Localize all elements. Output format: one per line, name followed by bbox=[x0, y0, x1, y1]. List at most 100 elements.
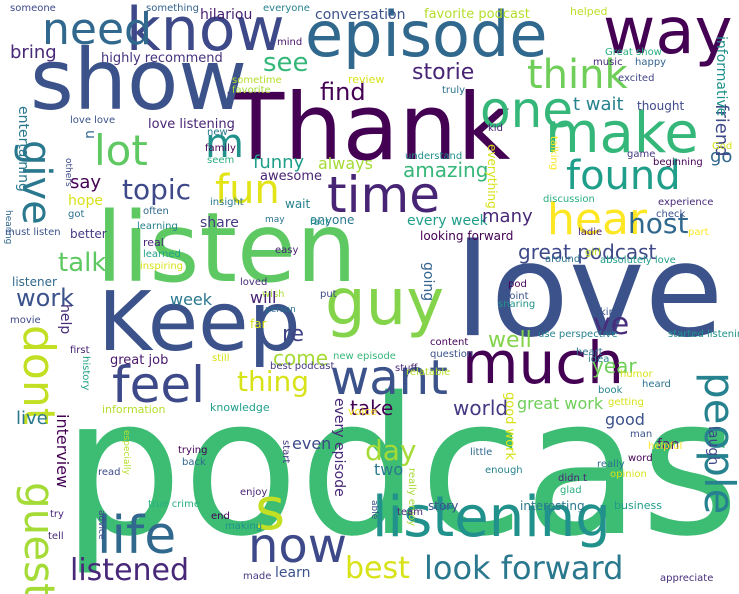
word: heard bbox=[642, 379, 671, 390]
word: beginning bbox=[653, 157, 703, 168]
word: listening bbox=[372, 485, 611, 550]
word: take bbox=[350, 396, 394, 420]
word: wait bbox=[285, 197, 311, 211]
word: funny bbox=[253, 152, 305, 173]
word: ladie bbox=[578, 227, 603, 238]
word: will bbox=[250, 288, 277, 307]
word: learning bbox=[137, 221, 178, 232]
word: share bbox=[200, 215, 239, 231]
word: humor bbox=[620, 369, 653, 380]
word: others bbox=[63, 158, 73, 187]
word: live bbox=[16, 408, 48, 429]
word: made bbox=[243, 571, 272, 582]
word: didn t bbox=[558, 473, 587, 484]
word: truly bbox=[442, 85, 466, 96]
word: day bbox=[365, 434, 417, 467]
word: laugh bbox=[705, 426, 721, 466]
word: week bbox=[170, 290, 213, 309]
word: absolutely love bbox=[600, 255, 676, 266]
word: girl bbox=[585, 247, 602, 258]
word: ve bbox=[593, 307, 630, 342]
word: great podcast bbox=[518, 240, 657, 264]
word: year bbox=[592, 354, 637, 378]
word: always bbox=[318, 154, 373, 173]
word: everything bbox=[485, 144, 499, 209]
word: listened bbox=[70, 553, 190, 588]
word: insight bbox=[210, 197, 244, 208]
word: really bbox=[597, 459, 625, 470]
word: mind bbox=[277, 37, 303, 48]
word: one bbox=[480, 81, 574, 139]
word: book bbox=[598, 385, 623, 396]
word: glad bbox=[560, 485, 582, 496]
word: informative bbox=[713, 36, 729, 117]
word: every week bbox=[407, 213, 488, 229]
word: appreciate bbox=[660, 573, 714, 584]
word: say bbox=[70, 172, 102, 193]
word: time bbox=[327, 166, 440, 224]
word: especially bbox=[121, 430, 131, 475]
word: good work bbox=[502, 392, 517, 461]
word: Great show bbox=[605, 47, 662, 58]
word: listener bbox=[12, 275, 57, 289]
word: something bbox=[146, 3, 199, 14]
word: love listening bbox=[148, 117, 235, 132]
word: relatable bbox=[406, 367, 451, 378]
word: often bbox=[143, 206, 169, 217]
word: fun bbox=[215, 167, 280, 213]
word: getting bbox=[608, 397, 644, 408]
word: want bbox=[330, 350, 448, 406]
word: going bbox=[420, 262, 436, 302]
word: Thank bbox=[228, 74, 511, 181]
word: hear bbox=[547, 194, 648, 245]
word: trying bbox=[178, 445, 208, 456]
word: part bbox=[688, 227, 709, 238]
word: person bbox=[265, 305, 296, 315]
word: help bbox=[57, 304, 73, 335]
word: put bbox=[320, 289, 337, 300]
word: idea bbox=[588, 354, 610, 365]
word: fan bbox=[657, 437, 680, 453]
word: still bbox=[212, 353, 230, 364]
word: information bbox=[102, 403, 166, 416]
word: better bbox=[70, 227, 107, 241]
word: see bbox=[263, 48, 309, 78]
word: God bbox=[712, 141, 733, 152]
word: heart bbox=[576, 347, 603, 358]
word: highly recommend bbox=[101, 51, 223, 66]
word: listen bbox=[96, 192, 357, 304]
word: may bbox=[265, 215, 285, 225]
word: re bbox=[282, 322, 305, 347]
word: helpful bbox=[648, 441, 683, 452]
word: little bbox=[470, 447, 493, 458]
word: fact bbox=[310, 217, 330, 228]
word: interview bbox=[53, 414, 72, 489]
word: family bbox=[205, 143, 236, 154]
word: feel bbox=[112, 356, 206, 414]
word: bring bbox=[10, 42, 57, 63]
word: discussion bbox=[543, 194, 595, 205]
word: sometime bbox=[232, 75, 282, 86]
word: found bbox=[566, 153, 681, 199]
word: come bbox=[273, 346, 329, 370]
word: lot bbox=[94, 126, 148, 175]
word: Keep bbox=[98, 275, 301, 370]
word: sharing bbox=[498, 299, 536, 310]
word: host bbox=[628, 207, 689, 240]
word: storie bbox=[412, 60, 475, 85]
word: t wait bbox=[573, 94, 624, 115]
word: show bbox=[30, 31, 248, 129]
word: happy bbox=[635, 57, 667, 68]
word: learn bbox=[275, 565, 311, 581]
word: review bbox=[348, 73, 385, 86]
word: able bbox=[369, 500, 379, 520]
word: u bbox=[82, 130, 98, 139]
word: thing bbox=[237, 365, 310, 398]
word: now bbox=[248, 518, 348, 574]
word: interesting bbox=[520, 499, 585, 513]
word: use perspective bbox=[538, 329, 618, 340]
word: content bbox=[430, 337, 469, 348]
word: even bbox=[292, 434, 332, 453]
word: awesome bbox=[260, 169, 322, 184]
